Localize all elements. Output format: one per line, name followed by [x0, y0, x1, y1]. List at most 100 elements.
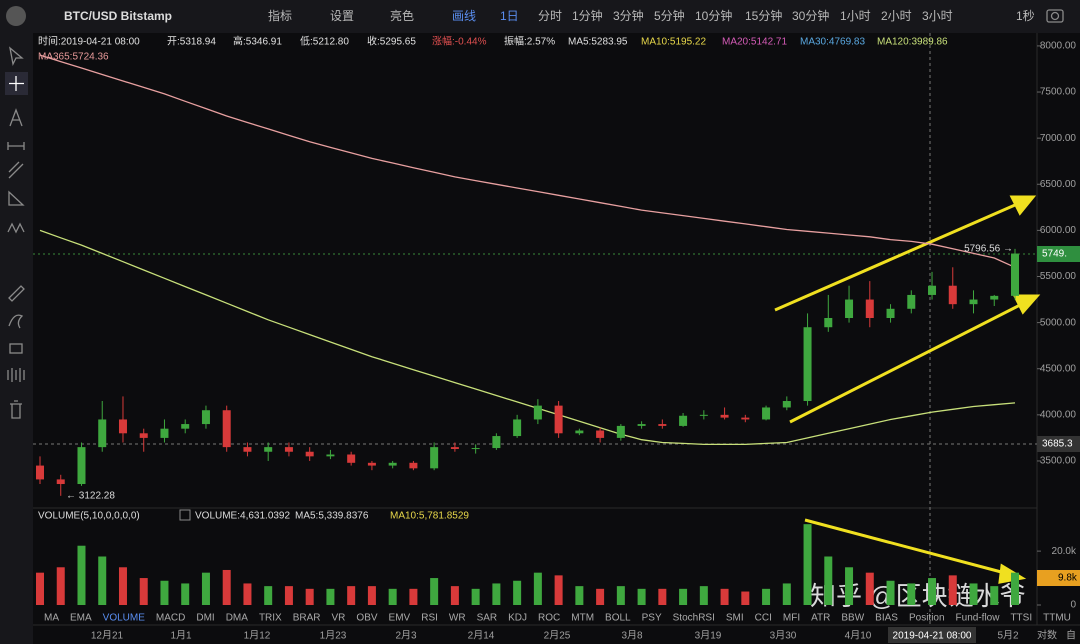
volume-bar — [741, 591, 750, 605]
indicator-tab[interactable]: Fund-flow — [956, 613, 1001, 624]
interval-button[interactable]: 2小时 — [881, 9, 912, 23]
symbol[interactable]: BTC/USD Bitstamp — [64, 9, 172, 23]
line-tool[interactable] — [7, 142, 25, 150]
indicator-tab[interactable]: RSI — [421, 613, 438, 624]
toolbar-item[interactable]: 亮色 — [390, 8, 414, 23]
volume-last-box — [1037, 570, 1080, 586]
channel-tool[interactable] — [8, 161, 24, 179]
price-tick-label: 6500.00 — [1040, 179, 1077, 190]
indicator-tab[interactable]: BRAR — [293, 613, 321, 624]
candle-body — [222, 410, 231, 448]
interval-button[interactable]: 3小时 — [922, 9, 953, 23]
indicator-tab[interactable]: EMV — [389, 613, 411, 624]
interval-button[interactable]: 3分钟 — [613, 8, 644, 23]
arrow-line — [789, 303, 1021, 424]
time-label: 3月30 — [770, 630, 797, 642]
volume-bar — [409, 588, 418, 605]
indicator-tab[interactable]: StochRSI — [673, 613, 715, 624]
toolbar-item[interactable]: 画线 — [452, 9, 476, 23]
indicator-tab[interactable]: SAR — [477, 613, 498, 624]
indicator-tab[interactable]: BBW — [841, 613, 864, 624]
brush-tool[interactable] — [8, 314, 24, 329]
info-item: 时间:2019-04-21 08:00 — [38, 35, 140, 48]
volume-header: MA10:5,781.8529 — [390, 511, 469, 522]
scale-mode[interactable]: 对数 — [1037, 629, 1057, 642]
indicator-tab[interactable]: MACD — [156, 613, 185, 624]
indicator-tab[interactable]: VOLUME — [103, 613, 146, 624]
indicator-tab[interactable]: Position — [909, 613, 945, 624]
interval-button[interactable]: 1日 — [500, 9, 519, 23]
volume-bar — [284, 586, 293, 605]
indicator-tab[interactable]: BOLL — [605, 613, 631, 624]
volume-bar — [450, 586, 459, 605]
indicator-tab[interactable]: TRIX — [259, 613, 282, 624]
indicator-tab[interactable]: MTM — [571, 613, 594, 624]
wave-tool[interactable] — [7, 222, 25, 234]
info-item: MA30:4769.83 — [800, 37, 865, 48]
ruler-tool[interactable] — [8, 285, 25, 302]
candle-body — [367, 462, 376, 466]
indicator-tab[interactable]: DMI — [196, 613, 214, 624]
indicator-tab[interactable]: KDJ — [508, 613, 527, 624]
settings-box[interactable] — [179, 509, 191, 521]
volume-bar — [36, 572, 44, 605]
indicator-tab[interactable]: OBV — [356, 613, 377, 624]
volume-bar — [824, 556, 833, 605]
indicator-tab[interactable]: ATR — [811, 613, 830, 624]
annotation-arrows — [774, 195, 1041, 584]
price-tick-label: 6000.00 — [1040, 225, 1077, 236]
cursor-tool[interactable] — [9, 46, 24, 67]
interval-button[interactable]: 10分钟 — [695, 8, 732, 23]
volume-bar — [990, 586, 999, 605]
volume-bar — [201, 572, 210, 605]
indicator-tab[interactable]: VR — [332, 613, 346, 624]
triangle-tool[interactable] — [8, 190, 25, 206]
volume-bar — [782, 583, 791, 605]
auto-scale[interactable]: 自 — [1066, 629, 1076, 642]
lock-tool[interactable] — [9, 343, 23, 354]
indicator-tab[interactable]: CCI — [755, 613, 772, 624]
volume-bar — [554, 575, 563, 605]
candle-body — [762, 407, 771, 420]
toolbar-item[interactable]: 设置 — [330, 9, 354, 23]
volume-bar — [575, 586, 584, 605]
interval-button[interactable]: 1分钟 — [572, 8, 603, 23]
interval-button[interactable]: 30分钟 — [792, 8, 829, 23]
indicator-tab[interactable]: EMA — [70, 613, 92, 624]
indicator-tab[interactable]: ROC — [538, 613, 560, 624]
indicator-tab[interactable]: SMI — [726, 613, 744, 624]
candle-body — [575, 430, 584, 434]
time-label: 4月10 — [845, 630, 872, 642]
candle-body — [969, 299, 978, 305]
indicator-tab[interactable]: TTSI — [1010, 613, 1032, 624]
interval-button[interactable]: 分时 — [538, 9, 562, 23]
toolbar-item[interactable]: 指标 — [268, 8, 292, 23]
text-tool[interactable] — [9, 108, 23, 127]
candle-body — [388, 462, 397, 466]
screenshot-button[interactable] — [1046, 9, 1064, 23]
indicator-tab[interactable]: PSY — [642, 613, 662, 624]
indicator-tab[interactable]: MFI — [783, 613, 800, 624]
indicator-tab[interactable]: MA — [44, 613, 59, 624]
last-price-box — [1037, 246, 1080, 262]
indicator-tab[interactable]: TTMU — [1043, 613, 1071, 624]
volume-bar — [616, 586, 625, 605]
interval-button[interactable]: 1小时 — [840, 9, 871, 23]
candle-body — [886, 308, 895, 318]
speed[interactable]: 1秒 — [1016, 9, 1035, 23]
info-item: 振幅:2.57% — [504, 35, 555, 48]
price-tick-label: 4000.00 — [1040, 409, 1077, 420]
interval-button[interactable]: 5分钟 — [654, 8, 685, 23]
magnet-tool[interactable] — [7, 368, 25, 382]
indicator-tab[interactable]: WR — [449, 613, 466, 624]
interval-button[interactable]: 15分钟 — [745, 8, 782, 23]
indicator-tab[interactable]: DMA — [226, 613, 249, 624]
indicator-tab[interactable]: BIAS — [875, 613, 898, 624]
volume-bar — [513, 580, 522, 605]
time-label: 3月8 — [621, 630, 643, 642]
crosshair-tool[interactable] — [9, 76, 24, 91]
delete-tool[interactable] — [10, 400, 22, 419]
volume-bar — [679, 588, 688, 605]
candle-body — [865, 299, 874, 318]
